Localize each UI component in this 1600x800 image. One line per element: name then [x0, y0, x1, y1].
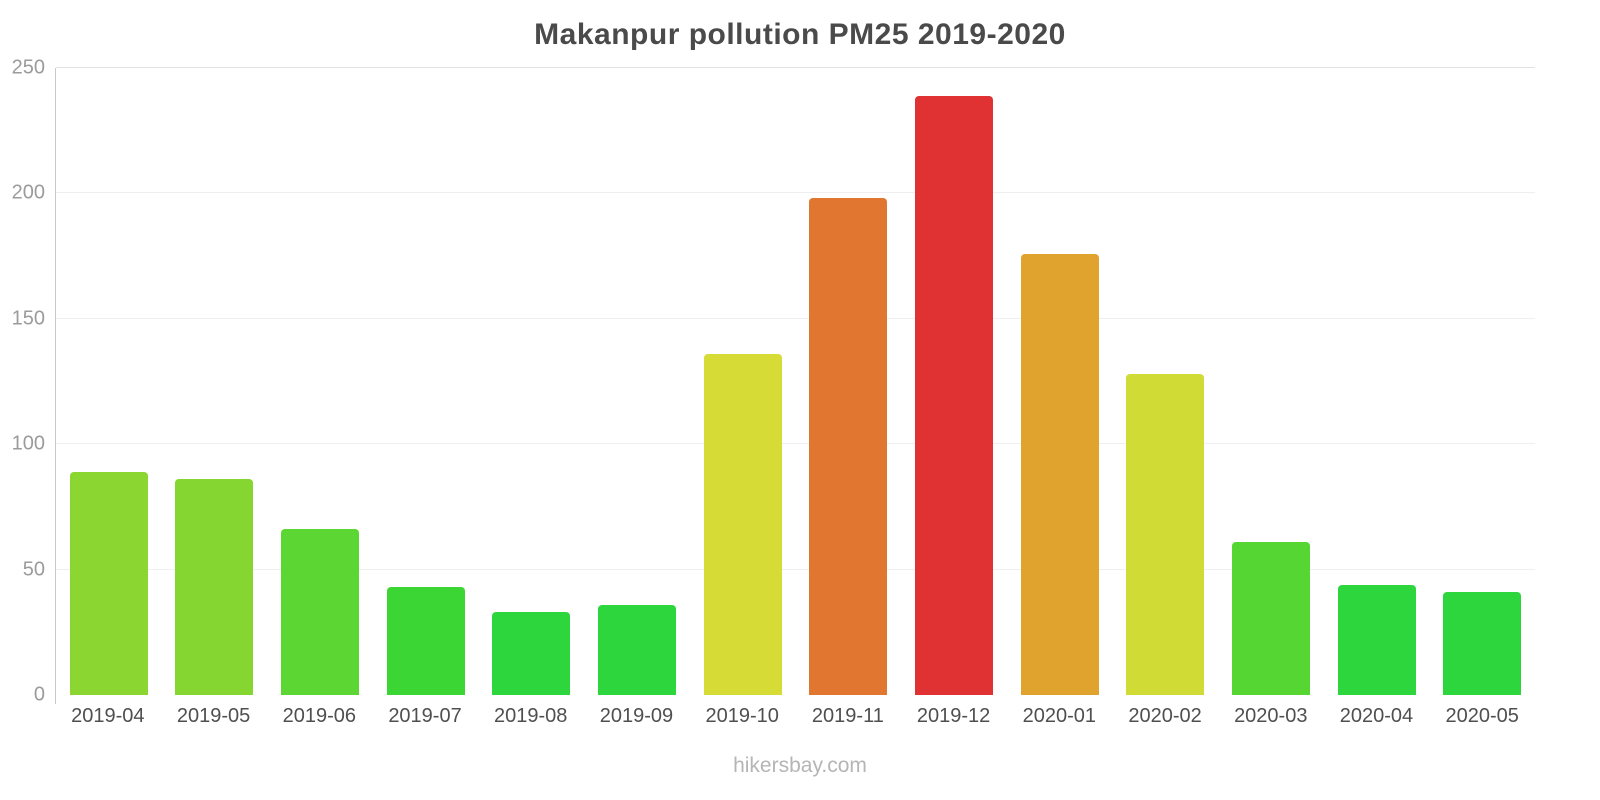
bar-slot	[1112, 68, 1218, 695]
bar-slot	[1218, 68, 1324, 695]
gridline-250	[56, 67, 1535, 68]
gridline-150	[56, 317, 1535, 319]
bar-slot	[162, 68, 268, 695]
bar-2019-12[interactable]	[914, 95, 993, 695]
bar-slot	[1324, 68, 1430, 695]
y-axis-label-100: 100	[11, 432, 45, 455]
bar-2019-05[interactable]	[175, 479, 254, 695]
bar-slot	[690, 68, 796, 695]
gridline-100	[56, 443, 1535, 445]
x-axis-label-2019-09: 2019-09	[599, 705, 674, 727]
x-axis-label-2020-03: 2020-03	[1234, 705, 1308, 727]
x-axis-label-2019-05: 2019-05	[176, 705, 251, 727]
bar-slot	[795, 68, 901, 695]
x-axis-label-2019-12: 2019-12	[916, 705, 991, 727]
y-axis-label-50: 50	[22, 558, 45, 581]
gridline-50	[56, 568, 1535, 570]
bar-2019-06[interactable]	[281, 529, 360, 695]
plot-area: 0 50 100 150 200 250	[12, 57, 1535, 706]
x-axis-label-2019-07: 2019-07	[388, 705, 462, 727]
bar-chart: 0 50 100 150 200 250	[12, 57, 1535, 706]
bars-container	[56, 68, 1535, 695]
x-axis-label-2019-06: 2019-06	[282, 705, 356, 727]
x-axis-label-2020-05: 2020-05	[1445, 705, 1519, 727]
bar-2020-04[interactable]	[1337, 584, 1416, 695]
bar-2019-11[interactable]	[809, 198, 888, 695]
y-axis-label-250: 250	[11, 56, 45, 79]
y-axis-label-0: 0	[33, 683, 45, 706]
x-axis-tick	[55, 695, 56, 704]
bar-2019-10[interactable]	[703, 353, 782, 695]
bar-2020-03[interactable]	[1231, 542, 1310, 695]
x-axis-label-2019-04: 2019-04	[71, 705, 145, 727]
bar-slot	[56, 68, 162, 695]
y-axis-label-150: 150	[11, 307, 45, 330]
bar-2020-05[interactable]	[1443, 592, 1522, 695]
bar-slot	[1429, 68, 1535, 695]
gridline-200	[56, 192, 1535, 194]
chart-title: Makanpur pollution PM25 2019-2020	[534, 18, 1066, 51]
bar-slot	[479, 68, 585, 695]
x-axis-label-2020-02: 2020-02	[1128, 705, 1202, 727]
x-axis-label-2019-10: 2019-10	[705, 705, 779, 727]
x-axis-label-2019-08: 2019-08	[494, 705, 568, 727]
bar-2019-08[interactable]	[492, 612, 571, 695]
bar-2020-02[interactable]	[1126, 373, 1205, 695]
bar-slot	[373, 68, 479, 695]
x-axis-label-2020-04: 2020-04	[1339, 705, 1414, 727]
bar-slot	[901, 68, 1007, 695]
bar-2019-09[interactable]	[598, 604, 677, 695]
x-axis-label-2020-01: 2020-01	[1022, 705, 1097, 727]
bar-slot	[267, 68, 373, 695]
x-axis: 2019-04 2019-05 2019-06 2019-07 2019-08 2019-…	[55, 705, 1535, 728]
bar-slot	[584, 68, 690, 695]
bar-2019-07[interactable]	[386, 587, 465, 695]
bar-2020-01[interactable]	[1020, 253, 1099, 695]
footer-watermark: hikersbay.com	[733, 754, 867, 777]
y-axis-label-200: 200	[11, 181, 45, 204]
bar-slot	[1007, 68, 1113, 695]
x-axis-label-2019-11: 2019-11	[811, 705, 884, 727]
bar-2019-04[interactable]	[69, 471, 148, 695]
